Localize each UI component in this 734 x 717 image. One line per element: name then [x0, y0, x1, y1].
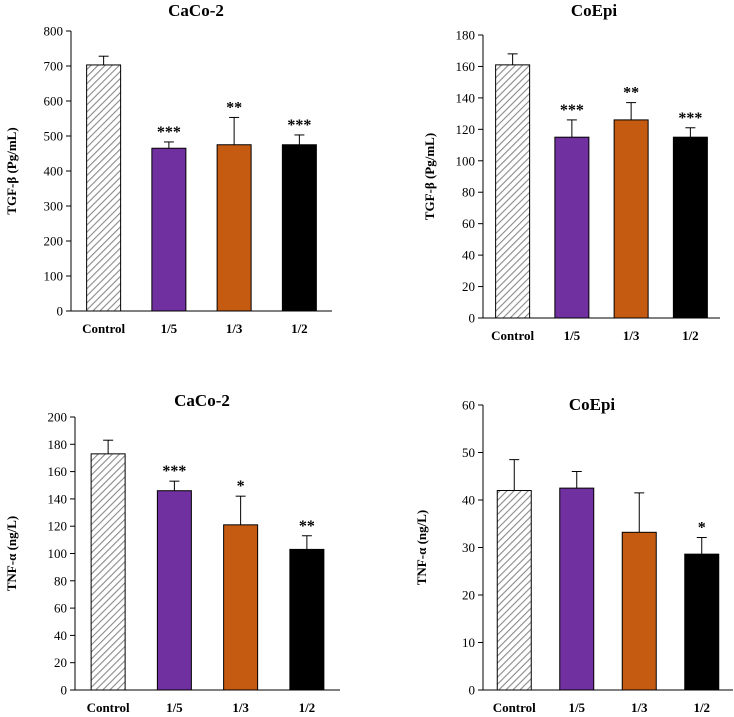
y-tick-label: 100	[44, 269, 64, 284]
y-axis-label: TNF-α (ng/L)	[4, 516, 19, 592]
y-tick-label: 300	[44, 199, 64, 214]
chart-panel-4: CoEpi TNF-α (ng/L) 0 10 20 30 40 50 60 Control 1/5…	[414, 395, 733, 715]
x-category-label: 1/2	[291, 321, 308, 336]
y-tick-label: 800	[44, 24, 64, 39]
chart-panel-2: CoEpi TGF-β (Pg/mL) 0 20 40 60 80 100 120 140 160 1…	[422, 1, 720, 343]
x-category-label: 1/3	[623, 328, 640, 343]
y-tick-label: 20	[462, 588, 475, 603]
y-tick-label: 600	[44, 94, 64, 109]
y-tick-label: 160	[456, 59, 476, 74]
y-tick-label: 0	[57, 304, 64, 319]
significance-marker: **	[299, 518, 315, 535]
chart-title: CoEpi	[569, 395, 616, 414]
bar-1-3	[613, 119, 649, 319]
significance-marker: ***	[560, 102, 584, 119]
chart-panel-3: CaCo-2 TNF-α (ng/L) 0 20 40 60 80 100 120 140 160 1…	[4, 391, 340, 715]
y-tick-label: 40	[462, 493, 475, 508]
x-category-label: 1/3	[232, 700, 249, 715]
significance-marker: **	[226, 99, 242, 116]
y-tick-label: 200	[48, 410, 68, 425]
significance-marker: ***	[678, 110, 702, 127]
bar-1-3	[223, 524, 259, 691]
y-axis-label: TNF-α (ng/L)	[414, 510, 429, 586]
y-tick-label: 50	[462, 445, 475, 460]
y-tick-label: 100	[456, 153, 476, 168]
x-category-label: Control	[87, 700, 130, 715]
y-tick-label: 30	[462, 540, 475, 555]
x-category-label: 1/2	[299, 700, 316, 715]
bar-1-5	[156, 490, 192, 691]
significance-marker: *	[698, 520, 706, 537]
bar-1-2	[289, 548, 325, 691]
y-tick-label: 20	[462, 279, 475, 294]
y-tick-label: 0	[61, 683, 68, 698]
chart-title: CaCo-2	[174, 391, 230, 410]
x-category-label: 1/5	[166, 700, 183, 715]
y-tick-label: 20	[54, 655, 67, 670]
y-tick-label: 500	[44, 129, 64, 144]
y-tick-label: 60	[54, 601, 67, 616]
y-tick-label: 400	[44, 164, 64, 179]
y-tick-label: 140	[456, 90, 476, 105]
x-category-label: Control	[491, 328, 534, 343]
y-tick-label: 700	[44, 59, 64, 74]
chart-panel-1: CaCo-2 TGF-β (Pg/mL) 0 100 200 300 400 500 600 70…	[4, 1, 332, 336]
bar-1-5	[559, 487, 595, 691]
y-tick-label: 80	[54, 573, 67, 588]
x-category-label: 1/3	[226, 321, 243, 336]
y-tick-label: 60	[462, 216, 475, 231]
x-category-label: 1/2	[693, 700, 710, 715]
bar-Control	[495, 64, 531, 319]
y-tick-label: 160	[48, 464, 68, 479]
significance-marker: *	[237, 478, 245, 495]
significance-marker: **	[623, 85, 639, 102]
y-tick-label: 120	[456, 122, 476, 137]
x-category-label: 1/5	[564, 328, 581, 343]
bar-1-5	[151, 147, 187, 312]
y-tick-label: 100	[48, 546, 68, 561]
bar-Control	[496, 490, 532, 691]
bar-1-3	[216, 144, 252, 312]
x-category-label: Control	[493, 700, 536, 715]
y-tick-label: 0	[469, 683, 476, 698]
y-tick-label: 40	[462, 248, 475, 263]
x-category-label: 1/5	[568, 700, 585, 715]
y-tick-label: 140	[48, 491, 68, 506]
chart-title: CoEpi	[571, 1, 618, 20]
y-axis-label: TGF-β (Pg/mL)	[4, 127, 19, 214]
significance-marker: ***	[162, 463, 186, 480]
y-axis-label: TGF-β (Pg/mL)	[422, 133, 437, 220]
significance-marker: ***	[157, 124, 181, 141]
bar-Control	[86, 64, 122, 312]
y-tick-label: 0	[469, 311, 476, 326]
y-tick-label: 10	[462, 635, 475, 650]
bar-1-2	[672, 136, 708, 319]
x-category-label: 1/5	[161, 321, 178, 336]
y-tick-label: 60	[462, 398, 475, 413]
y-tick-label: 200	[44, 234, 64, 249]
bar-1-3	[621, 531, 657, 691]
bar-1-2	[684, 553, 720, 691]
y-tick-label: 120	[48, 519, 68, 534]
y-tick-label: 180	[456, 28, 476, 43]
x-category-label: Control	[82, 321, 125, 336]
y-tick-label: 40	[54, 628, 67, 643]
bar-1-5	[554, 136, 590, 319]
bar-1-2	[281, 144, 317, 312]
significance-marker: ***	[287, 117, 311, 134]
y-tick-label: 80	[462, 185, 475, 200]
x-category-label: 1/3	[631, 700, 648, 715]
x-category-label: 1/2	[682, 328, 699, 343]
y-tick-label: 180	[48, 437, 68, 452]
bar-Control	[90, 453, 126, 691]
chart-title: CaCo-2	[168, 1, 224, 20]
